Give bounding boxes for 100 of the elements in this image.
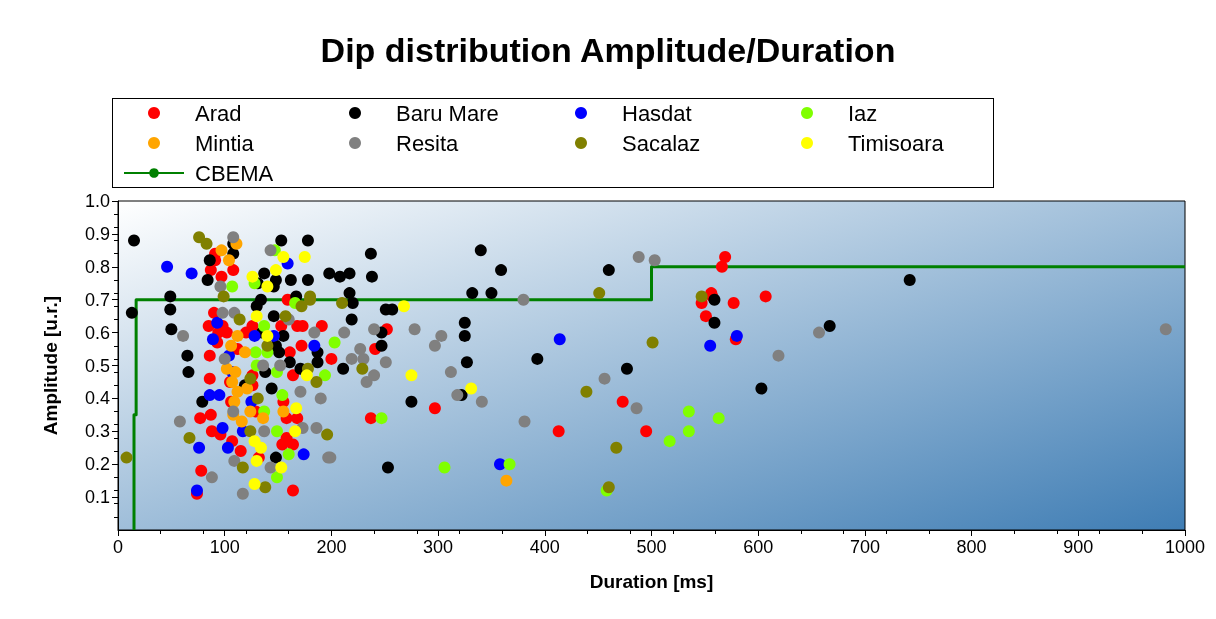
- point: [248, 477, 261, 490]
- legend-label: Arad: [195, 100, 242, 126]
- point: [451, 389, 464, 402]
- point: [214, 280, 227, 293]
- point: [465, 382, 478, 395]
- point: [249, 346, 262, 359]
- point: [244, 405, 257, 418]
- point: [408, 323, 421, 336]
- point: [356, 362, 369, 375]
- point: [295, 300, 308, 313]
- point: [264, 244, 277, 257]
- point: [310, 422, 323, 435]
- point: [308, 326, 321, 339]
- point: [475, 395, 488, 408]
- y-tick-label: 0.1: [84, 487, 110, 508]
- point: [258, 320, 271, 333]
- point: [258, 425, 271, 438]
- point: [368, 369, 381, 382]
- point: [397, 300, 410, 313]
- point: [375, 412, 388, 425]
- point: [227, 231, 240, 244]
- chart-title: Dip distribution Amplitude/Duration: [320, 31, 896, 69]
- legend-label: Sacalaz: [622, 130, 701, 156]
- legend-label: Baru Mare: [396, 100, 499, 126]
- point: [183, 431, 196, 444]
- x-tick-label: 200: [316, 537, 347, 557]
- point: [264, 461, 277, 474]
- point: [244, 425, 257, 438]
- point: [297, 448, 310, 461]
- point: [598, 372, 611, 385]
- point: [277, 250, 290, 263]
- x-tick-label: 400: [529, 537, 560, 557]
- point: [282, 448, 295, 461]
- point: [218, 352, 231, 365]
- point: [225, 339, 238, 352]
- point: [185, 267, 198, 280]
- x-tick-label: 900: [1063, 537, 1094, 557]
- point: [712, 412, 725, 425]
- legend-label: Resita: [396, 130, 460, 156]
- point: [271, 471, 283, 484]
- point: [251, 392, 264, 405]
- point: [630, 402, 643, 415]
- y-tick-label: 0.4: [84, 388, 110, 409]
- point: [772, 349, 785, 362]
- point: [646, 336, 659, 349]
- point: [120, 451, 133, 464]
- point: [632, 250, 645, 263]
- legend-label: CBEMA: [195, 160, 274, 186]
- point: [1159, 323, 1172, 336]
- y-tick-label: 0.5: [84, 355, 110, 376]
- legend-label: Hasdat: [622, 100, 692, 126]
- point: [444, 366, 457, 379]
- point: [193, 441, 206, 454]
- point: [254, 441, 267, 454]
- point: [310, 375, 323, 388]
- point: [553, 333, 566, 346]
- point: [503, 458, 516, 471]
- point: [246, 270, 259, 283]
- point: [319, 369, 331, 382]
- legend-label: Mintia: [195, 130, 255, 156]
- point: [211, 316, 224, 329]
- point: [177, 329, 190, 342]
- point: [259, 481, 272, 494]
- point: [593, 287, 606, 300]
- point: [236, 487, 249, 500]
- point: [261, 329, 274, 342]
- point: [314, 392, 327, 405]
- point: [271, 425, 283, 438]
- y-axis-title: Amplitude [u.r.]: [40, 295, 61, 436]
- point: [379, 356, 392, 369]
- point: [233, 313, 246, 326]
- point: [435, 329, 448, 342]
- point: [235, 415, 248, 428]
- point: [610, 441, 623, 454]
- point: [161, 260, 174, 273]
- point: [428, 339, 441, 352]
- x-tick-label: 1000: [1164, 537, 1206, 557]
- point: [261, 339, 274, 352]
- point: [220, 362, 233, 375]
- point: [813, 326, 826, 339]
- point: [294, 385, 307, 398]
- y-tick-label: 0.9: [84, 223, 110, 244]
- point: [217, 290, 230, 303]
- point: [704, 339, 717, 352]
- point: [248, 329, 261, 342]
- point: [354, 343, 367, 356]
- legend-label: Timisoara: [848, 130, 945, 156]
- point: [682, 405, 695, 418]
- point: [274, 359, 287, 372]
- point: [226, 280, 239, 293]
- point: [215, 244, 228, 257]
- point: [405, 369, 418, 382]
- x-tick-label: 700: [849, 537, 880, 557]
- point: [500, 474, 513, 487]
- point: [228, 454, 241, 467]
- y-tick-label: 0.8: [84, 256, 110, 277]
- point: [193, 231, 206, 244]
- point: [345, 352, 358, 365]
- point: [682, 425, 695, 438]
- y-tick-label: 0.6: [84, 322, 110, 343]
